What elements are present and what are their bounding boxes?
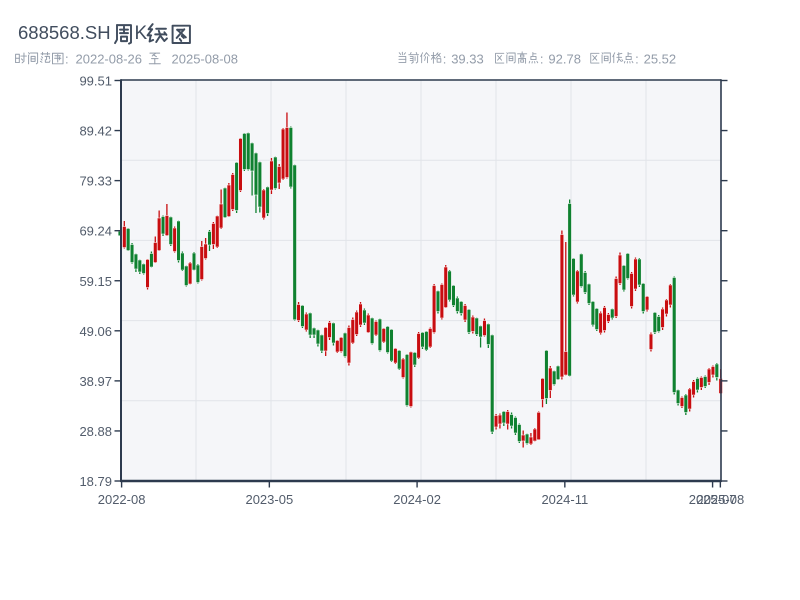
svg-text:69.24: 69.24 [79,224,112,239]
svg-text:688568.SH: 688568.SH [18,22,111,43]
svg-text:92.78: 92.78 [548,52,581,67]
svg-text:99.51: 99.51 [79,74,112,89]
svg-text:2025-08-08: 2025-08-08 [172,52,239,67]
svg-text:2023-05: 2023-05 [245,492,293,507]
svg-text:28.88: 28.88 [79,424,112,439]
svg-text:25.52: 25.52 [644,52,677,67]
svg-text:2024-11: 2024-11 [541,492,588,507]
svg-text:38.97: 38.97 [79,374,112,389]
svg-text:59.15: 59.15 [79,274,112,289]
svg-text::: : [65,52,69,67]
svg-text:39.33: 39.33 [451,52,484,67]
svg-text::: : [540,52,544,67]
svg-text::: : [443,52,447,67]
svg-text:2025-07: 2025-07 [689,492,737,507]
svg-text:K: K [135,23,148,44]
svg-text:2025-08: 2025-08 [696,492,744,507]
svg-text::: : [635,52,639,67]
svg-text:79.33: 79.33 [79,174,112,189]
svg-text:18.79: 18.79 [79,474,112,489]
svg-text:49.06: 49.06 [79,324,112,339]
svg-text:2024-02: 2024-02 [393,492,441,507]
svg-text:2022-08-26: 2022-08-26 [76,52,143,67]
svg-text:2022-08: 2022-08 [98,492,146,507]
svg-text:89.42: 89.42 [79,124,112,139]
